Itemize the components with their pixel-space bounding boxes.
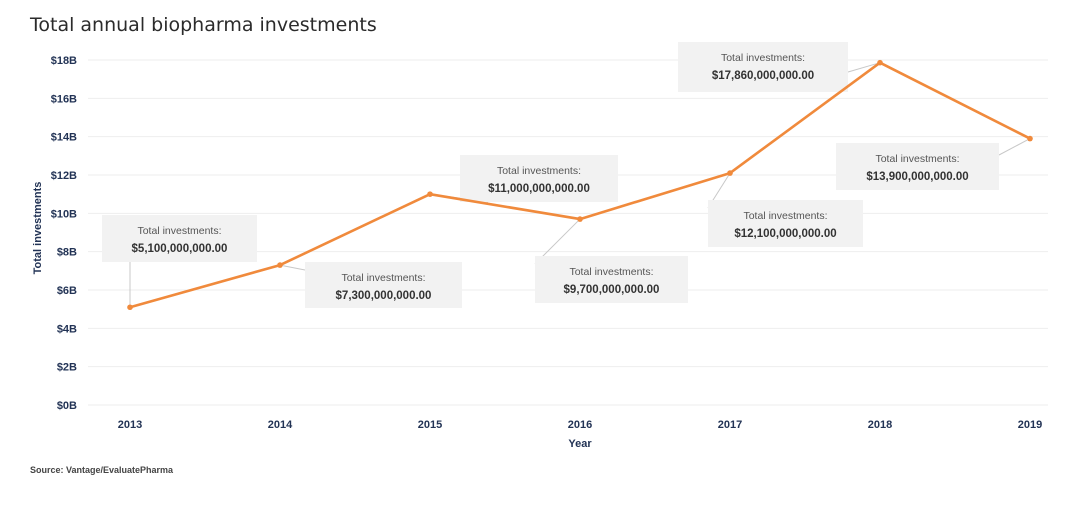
y-tick-label: $10B xyxy=(51,208,77,220)
x-tick-label: 2015 xyxy=(418,419,442,431)
y-tick-label: $18B xyxy=(51,55,77,67)
y-tick-label: $0B xyxy=(57,400,77,412)
annotation-value: $7,300,000,000.00 xyxy=(336,290,432,302)
annotation-box xyxy=(305,262,462,308)
annotation-label: Total investments: xyxy=(721,52,805,64)
annotation-label: Total investments: xyxy=(743,210,827,222)
annotation-value: $13,900,000,000.00 xyxy=(866,171,968,183)
chart-title: Total annual biopharma investments xyxy=(30,14,377,36)
annotation-value: $12,100,000,000.00 xyxy=(734,228,836,240)
data-point xyxy=(427,191,433,197)
data-point xyxy=(577,216,583,222)
x-axis-title: Year xyxy=(568,438,592,450)
x-tick-label: 2016 xyxy=(568,419,592,431)
y-axis-title: Total investments xyxy=(32,182,44,275)
x-tick-label: 2014 xyxy=(268,419,293,431)
data-point xyxy=(1027,135,1033,142)
annotation-value: $5,100,000,000.00 xyxy=(132,243,228,255)
data-point xyxy=(727,170,733,176)
data-point xyxy=(277,262,283,268)
y-tick-label: $2B xyxy=(57,362,77,374)
annotation-leader xyxy=(998,138,1031,156)
annotation-value: $9,700,000,000.00 xyxy=(564,284,660,296)
annotation-label: Total investments: xyxy=(341,272,425,284)
annotation-value: $11,000,000,000.00 xyxy=(488,183,590,195)
annotation-box xyxy=(102,215,257,262)
y-tick-label: $8B xyxy=(57,247,77,259)
y-tick-label: $12B xyxy=(51,170,77,182)
annotation-leader xyxy=(279,264,306,271)
x-tick-label: 2017 xyxy=(718,419,742,431)
annotation-box xyxy=(460,155,618,202)
annotation-leader xyxy=(847,62,881,73)
annotation-label: Total investments: xyxy=(137,225,221,237)
annotation-box xyxy=(708,200,863,247)
annotation-value: $17,860,000,000.00 xyxy=(712,70,814,82)
x-tick-label: 2013 xyxy=(118,419,142,431)
annotation-label: Total investments: xyxy=(569,266,653,278)
annotation-box xyxy=(535,256,688,303)
y-tick-label: $6B xyxy=(57,285,77,297)
data-point xyxy=(877,59,883,66)
x-tick-label: 2018 xyxy=(868,419,892,431)
y-tick-label: $4B xyxy=(57,323,77,335)
annotation-box xyxy=(678,42,848,92)
annotation-label: Total investments: xyxy=(875,153,959,165)
source-note: Source: Vantage/EvaluatePharma xyxy=(30,465,174,475)
y-tick-label: $14B xyxy=(51,132,77,144)
x-tick-label: 2019 xyxy=(1018,419,1042,431)
y-tick-label: $16B xyxy=(51,93,77,105)
annotation-label: Total investments: xyxy=(497,165,581,177)
annotation-box xyxy=(836,143,999,190)
data-point xyxy=(127,304,133,311)
